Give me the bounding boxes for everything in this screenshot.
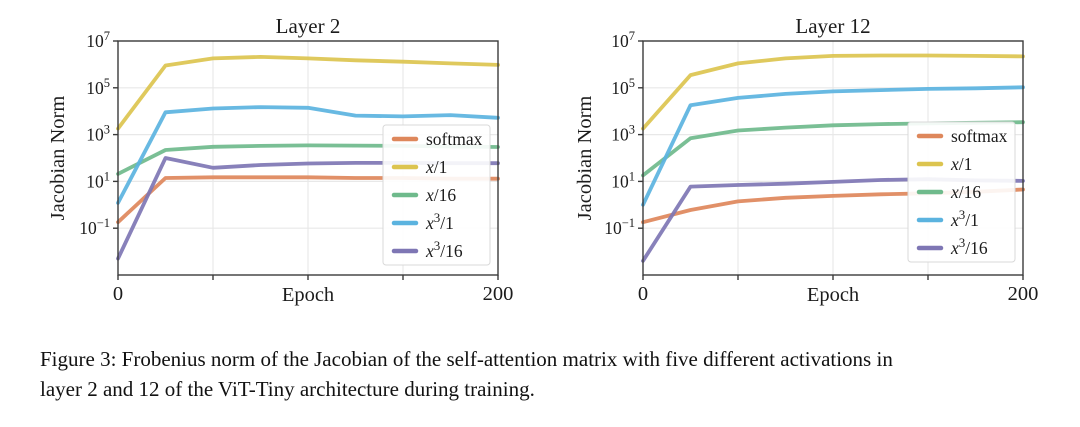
y-tick-label-layer-12-10-7: 107 xyxy=(611,29,635,51)
y-axis-label-layer-2: Jacobian Norm xyxy=(47,96,69,221)
legend-label-x-16: x/16 xyxy=(950,182,981,202)
y-tick-label-layer-12-10-3: 103 xyxy=(611,123,635,145)
y-tick-label-layer-2-10-1: 101 xyxy=(86,169,110,191)
y-tick-label-layer-12-10-5: 105 xyxy=(611,76,635,98)
legend-label-x-3-1: x3/1 xyxy=(425,210,454,233)
charts-row: 0 200 Epoch 107 105 103 101 10−1 Jacobian Norm La… xyxy=(0,0,1080,312)
y-tick-label-layer-12-10-1: 101 xyxy=(611,169,635,191)
series-line-x-1 xyxy=(641,53,1025,131)
y-tick-label-layer-2-10-7: 107 xyxy=(86,29,110,51)
legend-label-x-16: x/16 xyxy=(425,185,456,205)
legend-label-x-3-16: x3/16 xyxy=(950,235,988,258)
y-tick-label-layer-12-10--1: 10−1 xyxy=(604,216,635,238)
chart-layer-2: 0 200 Epoch 107 105 103 101 10−1 Jacobian Norm La… xyxy=(0,0,540,312)
chart-layer-12: 0 200 Epoch 107 105 103 101 10−1 Jacobian Norm La… xyxy=(540,0,1080,312)
legend-label-x-3-16: x3/16 xyxy=(425,238,463,261)
legend-label-softmax: softmax xyxy=(426,129,483,149)
y-tick-label-layer-2-10-5: 105 xyxy=(86,76,110,98)
plot-svg-layer-12: 0 200 Epoch 107 105 103 101 10−1 Jacobian Norm La… xyxy=(574,14,1039,306)
y-tick-label-layer-2-10-3: 103 xyxy=(86,123,110,145)
x-tick-label-layer-2-0: 0 xyxy=(113,283,123,305)
chart-title-layer-12: Layer 12 xyxy=(795,14,870,38)
legend-box-layer-12 xyxy=(907,121,1016,263)
legend-label-x-1: x/1 xyxy=(950,154,972,174)
x-axis-label-layer-2: Epoch xyxy=(282,284,334,306)
caption-line-2: layer 2 and 12 of the ViT-Tiny architect… xyxy=(40,377,535,401)
x-axis-label-layer-12: Epoch xyxy=(807,284,859,306)
series-line-x-1 xyxy=(116,55,500,131)
chart-title-layer-2: Layer 2 xyxy=(276,14,341,38)
caption-line-1: Figure 3: Frobenius norm of the Jacobian… xyxy=(40,347,893,371)
tick-marks-layer-2 xyxy=(113,40,499,280)
x-tick-label-layer-12-200: 200 xyxy=(1008,283,1039,305)
legend-layer-12: softmax x/1 x/16 x3/1 x3/16 xyxy=(907,121,1016,263)
series-line-x-3-1 xyxy=(116,105,500,205)
legend-label-softmax: softmax xyxy=(951,126,1008,146)
x-tick-label-layer-2-200: 200 xyxy=(483,283,514,305)
legend-layer-2: softmax x/1 x/16 x3/1 x3/16 xyxy=(382,124,491,266)
y-tick-label-layer-2-10--1: 10−1 xyxy=(79,216,110,238)
series-line-x-3-1 xyxy=(641,85,1025,207)
legend-label-x-1: x/1 xyxy=(425,157,447,177)
x-tick-label-layer-12-0: 0 xyxy=(638,283,648,305)
legend-label-x-3-1: x3/1 xyxy=(950,207,979,230)
tick-marks-layer-12 xyxy=(638,40,1024,280)
y-axis-label-layer-12: Jacobian Norm xyxy=(574,96,596,221)
figure-caption: Figure 3: Frobenius norm of the Jacobian… xyxy=(40,344,1050,404)
plot-svg-layer-2: 0 200 Epoch 107 105 103 101 10−1 Jacobian Norm La… xyxy=(47,14,514,306)
legend-box-layer-2 xyxy=(382,124,491,266)
